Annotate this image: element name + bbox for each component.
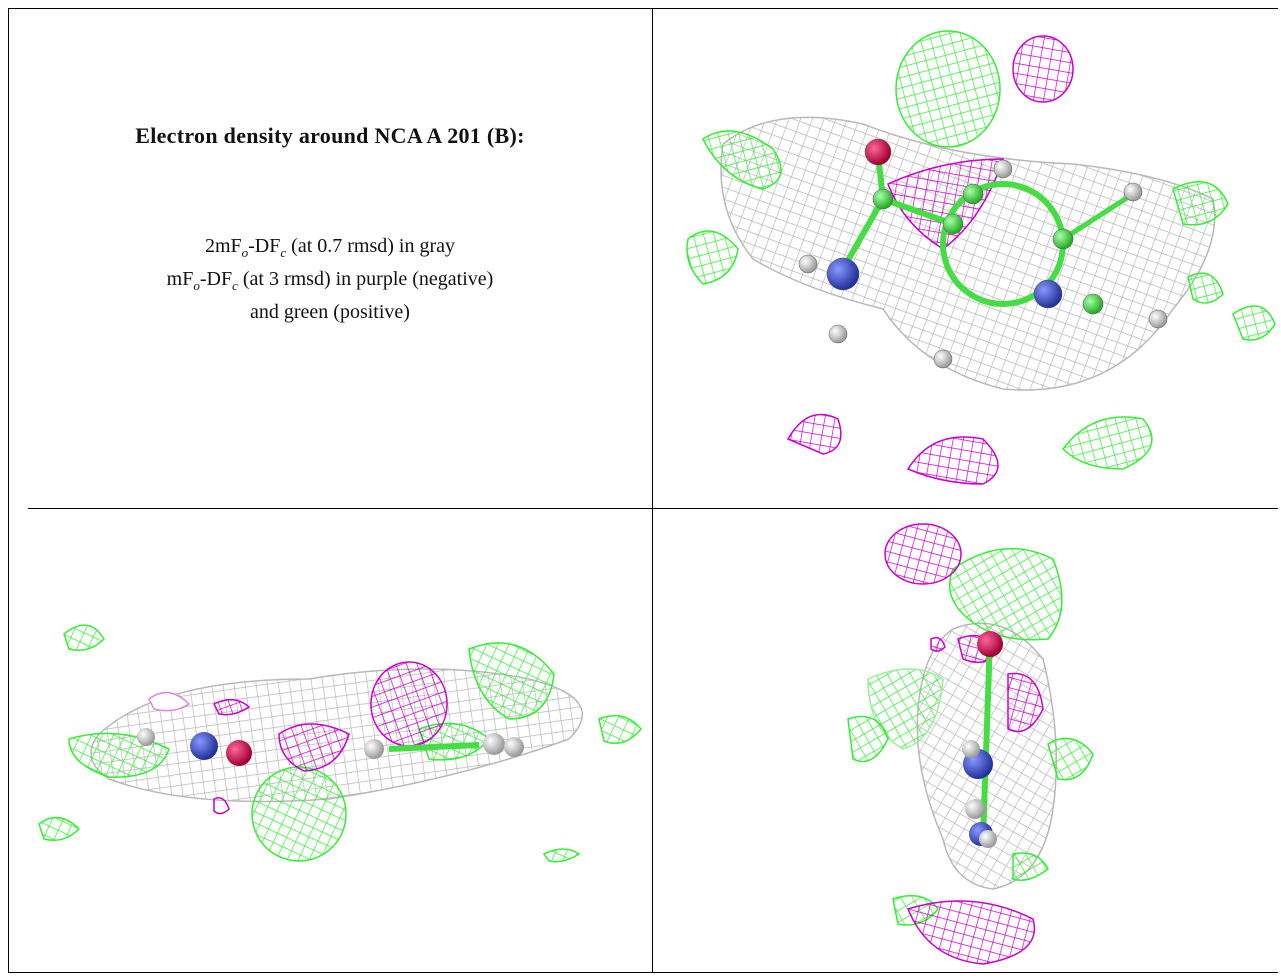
negative-blob <box>213 797 230 815</box>
positive-blob <box>1062 416 1153 470</box>
caption-title: Electron density around NCA A 201 (B): <box>135 123 525 148</box>
ligand-model <box>137 728 524 766</box>
caption-legend: 2mFo-DFc (at 0.7 rmsd) in gray mFo-DFc (… <box>167 233 494 325</box>
positive-blob <box>1012 852 1049 881</box>
negative-blob <box>278 723 350 772</box>
legend-line-difference: mFo-DFc (at 3 rmsd) in purple (negative) <box>166 268 494 293</box>
negative-blob <box>786 413 842 455</box>
positive-blob <box>1187 272 1224 304</box>
table-border-bottom <box>8 972 1278 973</box>
positive-blob <box>1232 305 1276 341</box>
positive-blob <box>251 766 347 862</box>
positive-blob <box>1047 737 1094 781</box>
positive-blob <box>1172 181 1229 226</box>
density-view-top-right <box>653 9 1278 508</box>
negative-blob <box>148 691 191 712</box>
ligand-model <box>962 631 1003 848</box>
negative-blob <box>887 158 1005 250</box>
gray-density-mesh <box>720 116 1216 391</box>
positive-blob <box>948 547 1063 641</box>
table-border-top <box>8 8 1278 9</box>
table-border-middle <box>28 508 1278 509</box>
negative-blob <box>906 436 999 485</box>
legend-line-gray: 2mFo-DFc (at 0.7 rmsd) in gray <box>204 235 456 260</box>
figure-table: Electron density around NCA A 201 (B): 2… <box>8 8 1278 973</box>
legend-line-positive: and green (positive) <box>250 301 410 323</box>
density-view-bottom-right <box>653 509 1278 972</box>
positive-blob <box>847 715 889 763</box>
negative-blob <box>884 523 962 585</box>
positive-blob <box>38 816 81 841</box>
negative-blob <box>907 900 1036 965</box>
density-render-2 <box>38 624 642 863</box>
positive-blob <box>702 130 782 190</box>
negative-blob <box>930 636 946 652</box>
density-render-1 <box>686 30 1276 485</box>
density-view-bottom-left <box>9 509 652 972</box>
density-render-3 <box>847 523 1094 965</box>
table-border-center <box>652 8 653 973</box>
positive-blob <box>598 714 642 744</box>
positive-blob <box>63 624 105 651</box>
positive-blob <box>468 642 555 720</box>
table-border-left <box>8 8 9 973</box>
negative-blob <box>1012 35 1074 103</box>
negative-blob <box>370 661 448 747</box>
negative-blob <box>212 698 251 716</box>
caption-cell: Electron density around NCA A 201 (B): 2… <box>8 8 652 508</box>
positive-blob <box>895 30 1001 148</box>
ligand-model <box>798 138 1168 369</box>
positive-blob <box>686 230 739 285</box>
negative-blob <box>1007 672 1044 733</box>
positive-blob <box>542 848 581 863</box>
